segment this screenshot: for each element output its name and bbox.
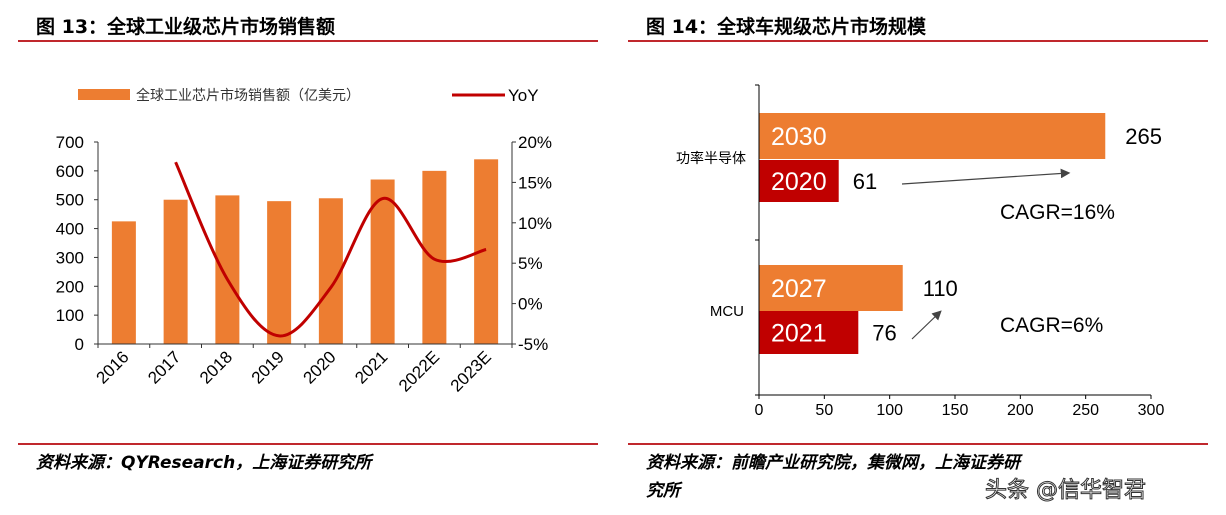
bar-2016 (111, 221, 136, 344)
hbar-year-label: 2021 (771, 320, 827, 348)
hbar-year-label: 2030 (771, 123, 827, 151)
x-tick-label: 2021 (351, 347, 391, 387)
left-tick-label: 700 (56, 133, 84, 152)
hbar-2021 (759, 311, 859, 354)
right-source-rule (628, 443, 1208, 445)
hbar-year-label: 2020 (771, 168, 827, 196)
right-source-line1: 资料来源：前瞻产业研究院，集微网，上海证券研 (646, 453, 1020, 473)
cagr-annotation: CAGR=16% (1000, 201, 1115, 224)
x-tick-label: 150 (942, 402, 969, 419)
right-source-line2: 究所 (646, 481, 680, 501)
hbar-value-label: 110 (923, 276, 958, 301)
x-tick-label: 2022E (395, 347, 443, 395)
legend-bar-label: 全球工业芯片市场销售额（亿美元） (136, 87, 360, 104)
hbar-year-label: 2027 (771, 275, 827, 303)
hbar-2020 (759, 160, 839, 202)
bar-2021 (370, 179, 395, 344)
x-tick-label: 2020 (300, 347, 340, 387)
x-tick-label: 300 (1138, 402, 1165, 419)
hbar-2030 (759, 113, 1106, 159)
bar-2022E (422, 170, 447, 344)
hbar-value-label: 76 (872, 321, 896, 346)
left-source-rule (18, 443, 598, 445)
bar-2019 (267, 201, 292, 344)
x-tick-label: 2019 (248, 347, 288, 387)
left-tick-label: 400 (56, 220, 84, 239)
x-tick-label: 0 (755, 402, 764, 419)
right-tick-label: 0% (518, 295, 543, 314)
x-tick-label: 2017 (144, 347, 184, 387)
yoy-line (174, 161, 487, 338)
category-label: MCU (710, 303, 744, 320)
category-label: 功率半导体 (676, 150, 746, 167)
watermark: 头条 @信华智君 (985, 478, 1147, 504)
right-tick-label: -5% (518, 335, 548, 354)
hbar-value-label: 265 (1125, 124, 1162, 149)
right-tick-label: 20% (518, 133, 552, 152)
right-tick-label: 15% (518, 173, 552, 192)
right-chart-title: 图 14：全球车规级芯片市场规模 (646, 16, 927, 38)
right-tick-label: 5% (518, 254, 543, 273)
left-source: 资料来源：QYResearch，上海证券研究所 (36, 453, 372, 473)
left-tick-label: 600 (56, 162, 84, 181)
x-tick-label: 50 (815, 402, 833, 419)
left-chart-title: 图 13：全球工业级芯片市场销售额 (36, 16, 336, 38)
left-tick-label: 0 (75, 335, 84, 354)
right-tick-label: 10% (518, 214, 552, 233)
x-tick-label: 2018 (196, 347, 236, 387)
right-title-rule (628, 40, 1208, 42)
x-tick-label: 100 (876, 402, 903, 419)
cagr-arrow (901, 168, 1071, 185)
left-title-rule (18, 40, 598, 42)
x-tick-label: 250 (1072, 402, 1099, 419)
x-tick-label: 200 (1007, 402, 1034, 419)
hbar-2027 (759, 265, 903, 311)
bar-2017 (163, 199, 188, 344)
cagr-arrow (911, 310, 942, 340)
left-tick-label: 500 (56, 191, 84, 210)
hbar-value-label: 61 (853, 169, 877, 194)
legend-line-label: YoY (508, 86, 539, 105)
left-tick-label: 100 (56, 306, 84, 325)
legend-bar-swatch (78, 89, 130, 100)
x-tick-label: 2023E (447, 347, 495, 395)
bar-2018 (215, 195, 240, 344)
left-tick-label: 300 (56, 248, 84, 267)
cagr-annotation: CAGR=6% (1000, 314, 1103, 337)
x-tick-label: 2016 (93, 347, 133, 387)
left-tick-label: 200 (56, 277, 84, 296)
